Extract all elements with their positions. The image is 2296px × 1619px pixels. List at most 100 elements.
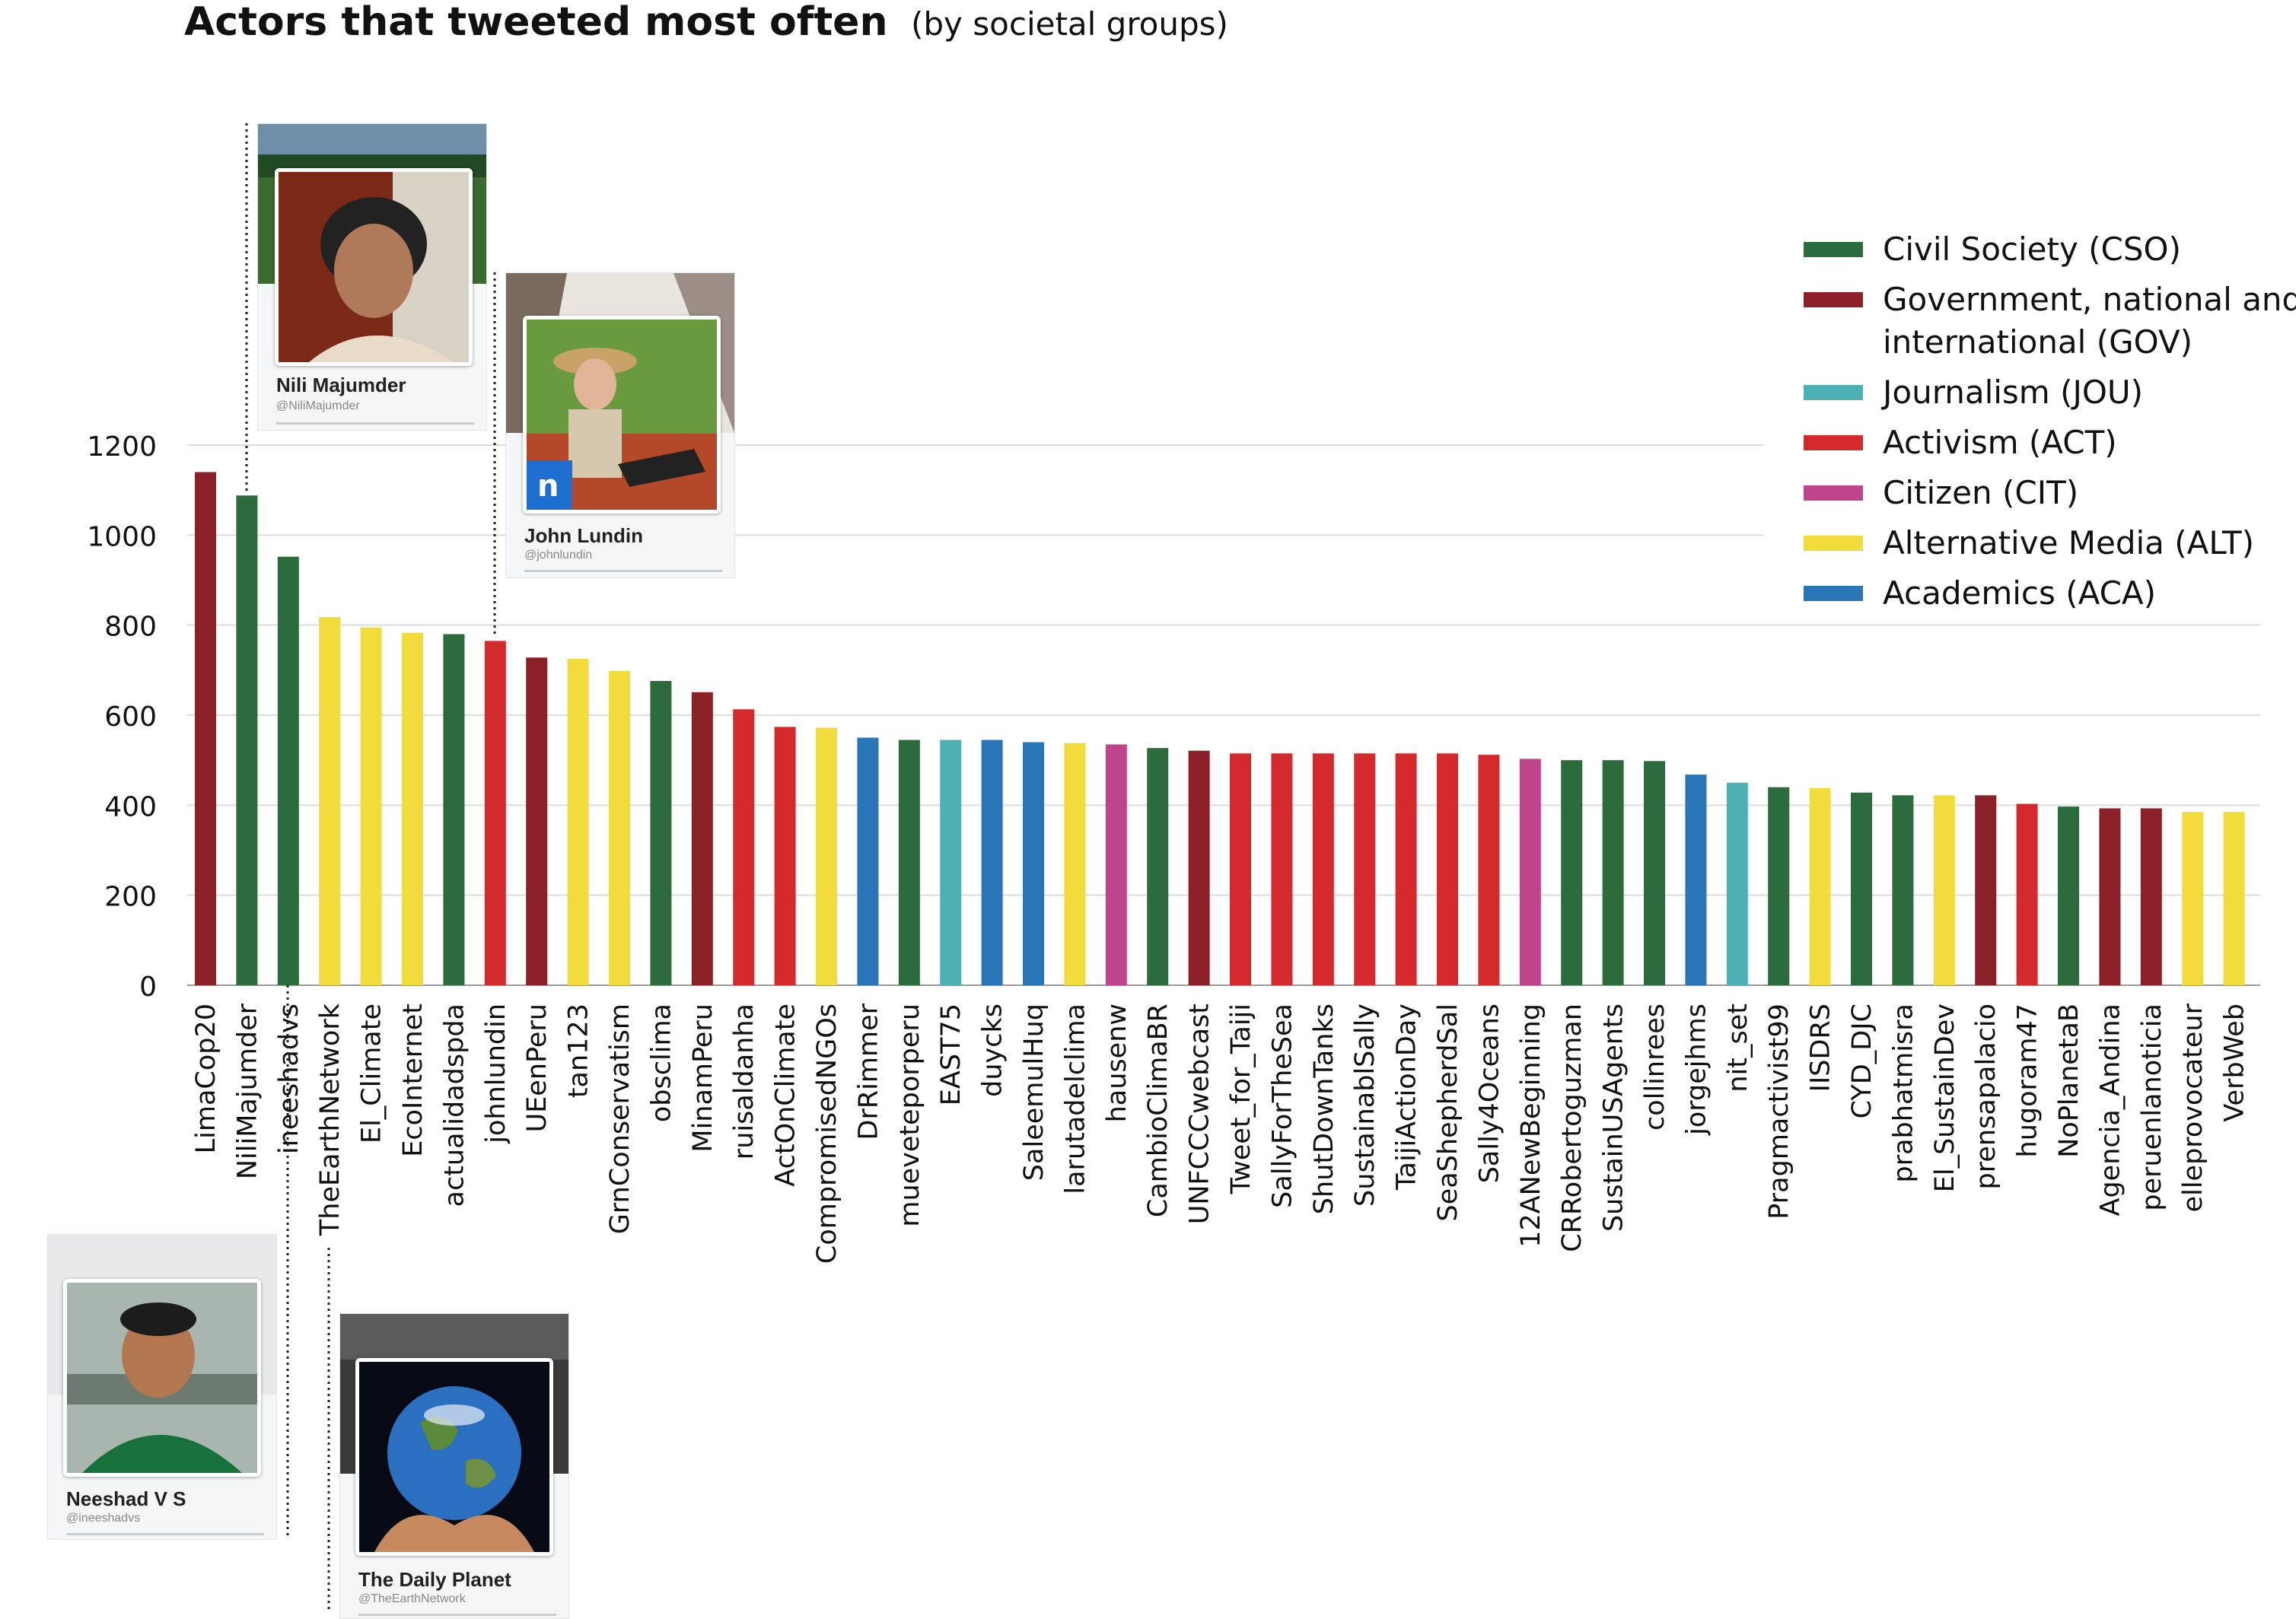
bar <box>277 556 299 985</box>
x-tick-label: elleprovocateur <box>2178 1003 2208 1212</box>
legend-swatch <box>1804 536 1863 551</box>
x-tick-label: CompromisedNGOs <box>812 1004 842 1264</box>
bar <box>443 634 465 985</box>
profile-card-neeshad-v-s[interactable]: Neeshad V S @ineeshadvs <box>47 1234 277 1540</box>
y-tick-label: 1000 <box>87 521 157 552</box>
bar <box>1768 787 1790 985</box>
bar <box>1105 744 1127 985</box>
profile-name: The Daily Planet <box>358 1568 511 1591</box>
bar <box>1437 753 1458 985</box>
x-tick-label: hugoram47 <box>2013 1004 2043 1157</box>
bar <box>691 692 713 985</box>
x-tick-label: ineeshadvs <box>274 1004 304 1154</box>
earth-in-hands-icon <box>355 1358 553 1556</box>
profile-connectors <box>245 123 496 1613</box>
bar <box>1561 760 1583 985</box>
bar <box>1851 792 1872 985</box>
x-tick-label: SallyForTheSea <box>1267 1004 1298 1208</box>
bar <box>1188 750 1210 985</box>
bar <box>1312 753 1334 985</box>
x-tick-label: UEenPeru <box>522 1004 553 1132</box>
bar <box>236 495 258 985</box>
bar <box>402 632 423 985</box>
bar <box>2140 808 2162 985</box>
y-axis: 0 200 400 600 800 1000 1200 <box>87 431 157 1003</box>
bar <box>857 737 879 985</box>
legend-swatch <box>1804 485 1863 501</box>
x-tick-label: johnlundin <box>481 1004 511 1144</box>
legend-item: Academics (ACA) <box>1804 572 2296 615</box>
profile-card-john-lundin[interactable]: n John Lundin @johnlundin <box>505 272 735 578</box>
legend-swatch <box>1804 385 1863 400</box>
bar <box>733 709 755 985</box>
divider <box>276 422 474 425</box>
bar <box>567 659 589 985</box>
bar <box>774 727 796 985</box>
bar <box>1933 795 1955 985</box>
x-tick-label: TaijiActionDay <box>1392 1004 1422 1191</box>
x-tick-label: NiliMajumder <box>232 1003 263 1179</box>
profile-card-the-daily-planet[interactable]: The Daily Planet @TheEarthNetwork <box>339 1313 569 1619</box>
legend-swatch <box>1804 292 1863 307</box>
x-tick-label: tan123 <box>564 1004 594 1098</box>
person-photo-icon <box>275 168 473 366</box>
legend-label: Journalism (JOU) <box>1883 374 2144 411</box>
bar <box>650 681 672 985</box>
x-tick-label: Tweet_for_Taiji <box>1226 1004 1256 1194</box>
bar <box>816 727 837 985</box>
bar <box>2099 808 2121 985</box>
x-tick-label: hausenw <box>1102 1004 1132 1122</box>
divider <box>524 570 722 572</box>
bar <box>1975 795 1997 985</box>
y-tick-label: 600 <box>104 701 157 733</box>
bar <box>2016 803 2038 985</box>
svg-text:n: n <box>537 469 559 504</box>
x-tick-label: SustainablSally <box>1350 1004 1380 1207</box>
x-tick-label: nit_set <box>1723 1004 1753 1093</box>
x-tick-label: EcoInternet <box>398 1004 428 1157</box>
x-tick-label: El_Climate <box>357 1004 387 1143</box>
profile-handle: @ineeshadvs <box>66 1512 141 1525</box>
x-tick-label: MinamPeru <box>688 1004 718 1153</box>
x-tick-label: ActOnClimate <box>771 1004 801 1187</box>
x-tick-label: SeaShepherdSal <box>1433 1004 1463 1221</box>
legend-label: Civil Society (CSO) <box>1883 231 2181 268</box>
bar <box>484 641 506 985</box>
bar <box>1602 760 1624 985</box>
bar <box>319 617 341 985</box>
legend-item: Activism (ACT) <box>1804 421 2296 464</box>
bars <box>195 472 2245 985</box>
bar <box>1064 743 1086 985</box>
bar <box>1478 755 1500 985</box>
x-tick-label: peruenlanoticia <box>2137 1004 2167 1211</box>
legend-label: Government, national and international (… <box>1883 281 2296 361</box>
bar <box>1271 753 1293 985</box>
bar <box>1147 748 1169 985</box>
bar <box>981 740 1003 985</box>
legend-item: Citizen (CIT) <box>1804 472 2296 514</box>
person-photo-icon: n <box>523 316 721 514</box>
y-tick-label: 400 <box>104 791 157 822</box>
bar <box>1519 759 1541 985</box>
profile-name: Neeshad V S <box>66 1487 186 1510</box>
profile-card-nili-majumder[interactable]: Nili Majumder @NiliMajumder <box>257 123 487 431</box>
bar <box>2058 806 2079 985</box>
x-tick-label: UNFCCCwebcast <box>1185 1004 1215 1224</box>
x-tick-label: collinrees <box>1640 1004 1670 1131</box>
x-tick-label: TheEarthNetwork <box>315 1003 346 1236</box>
legend-swatch <box>1804 586 1863 601</box>
y-tick-label: 200 <box>104 882 157 913</box>
person-photo-icon <box>63 1279 261 1477</box>
legend-item: Journalism (JOU) <box>1804 371 2296 414</box>
legend-swatch <box>1804 242 1863 257</box>
x-tick-label: EAST75 <box>936 1004 966 1105</box>
x-tick-label: mueveteporperu <box>895 1004 925 1227</box>
x-tick-label: Sally4Oceans <box>1474 1004 1505 1183</box>
bar <box>609 671 630 985</box>
y-tick-label: 800 <box>104 612 157 643</box>
bar <box>1892 795 1914 985</box>
x-tick-label: CYD_DJC <box>1847 1004 1877 1118</box>
legend-item: Government, national and international (… <box>1804 278 2296 364</box>
x-tick-label: LimaCop20 <box>191 1004 221 1153</box>
